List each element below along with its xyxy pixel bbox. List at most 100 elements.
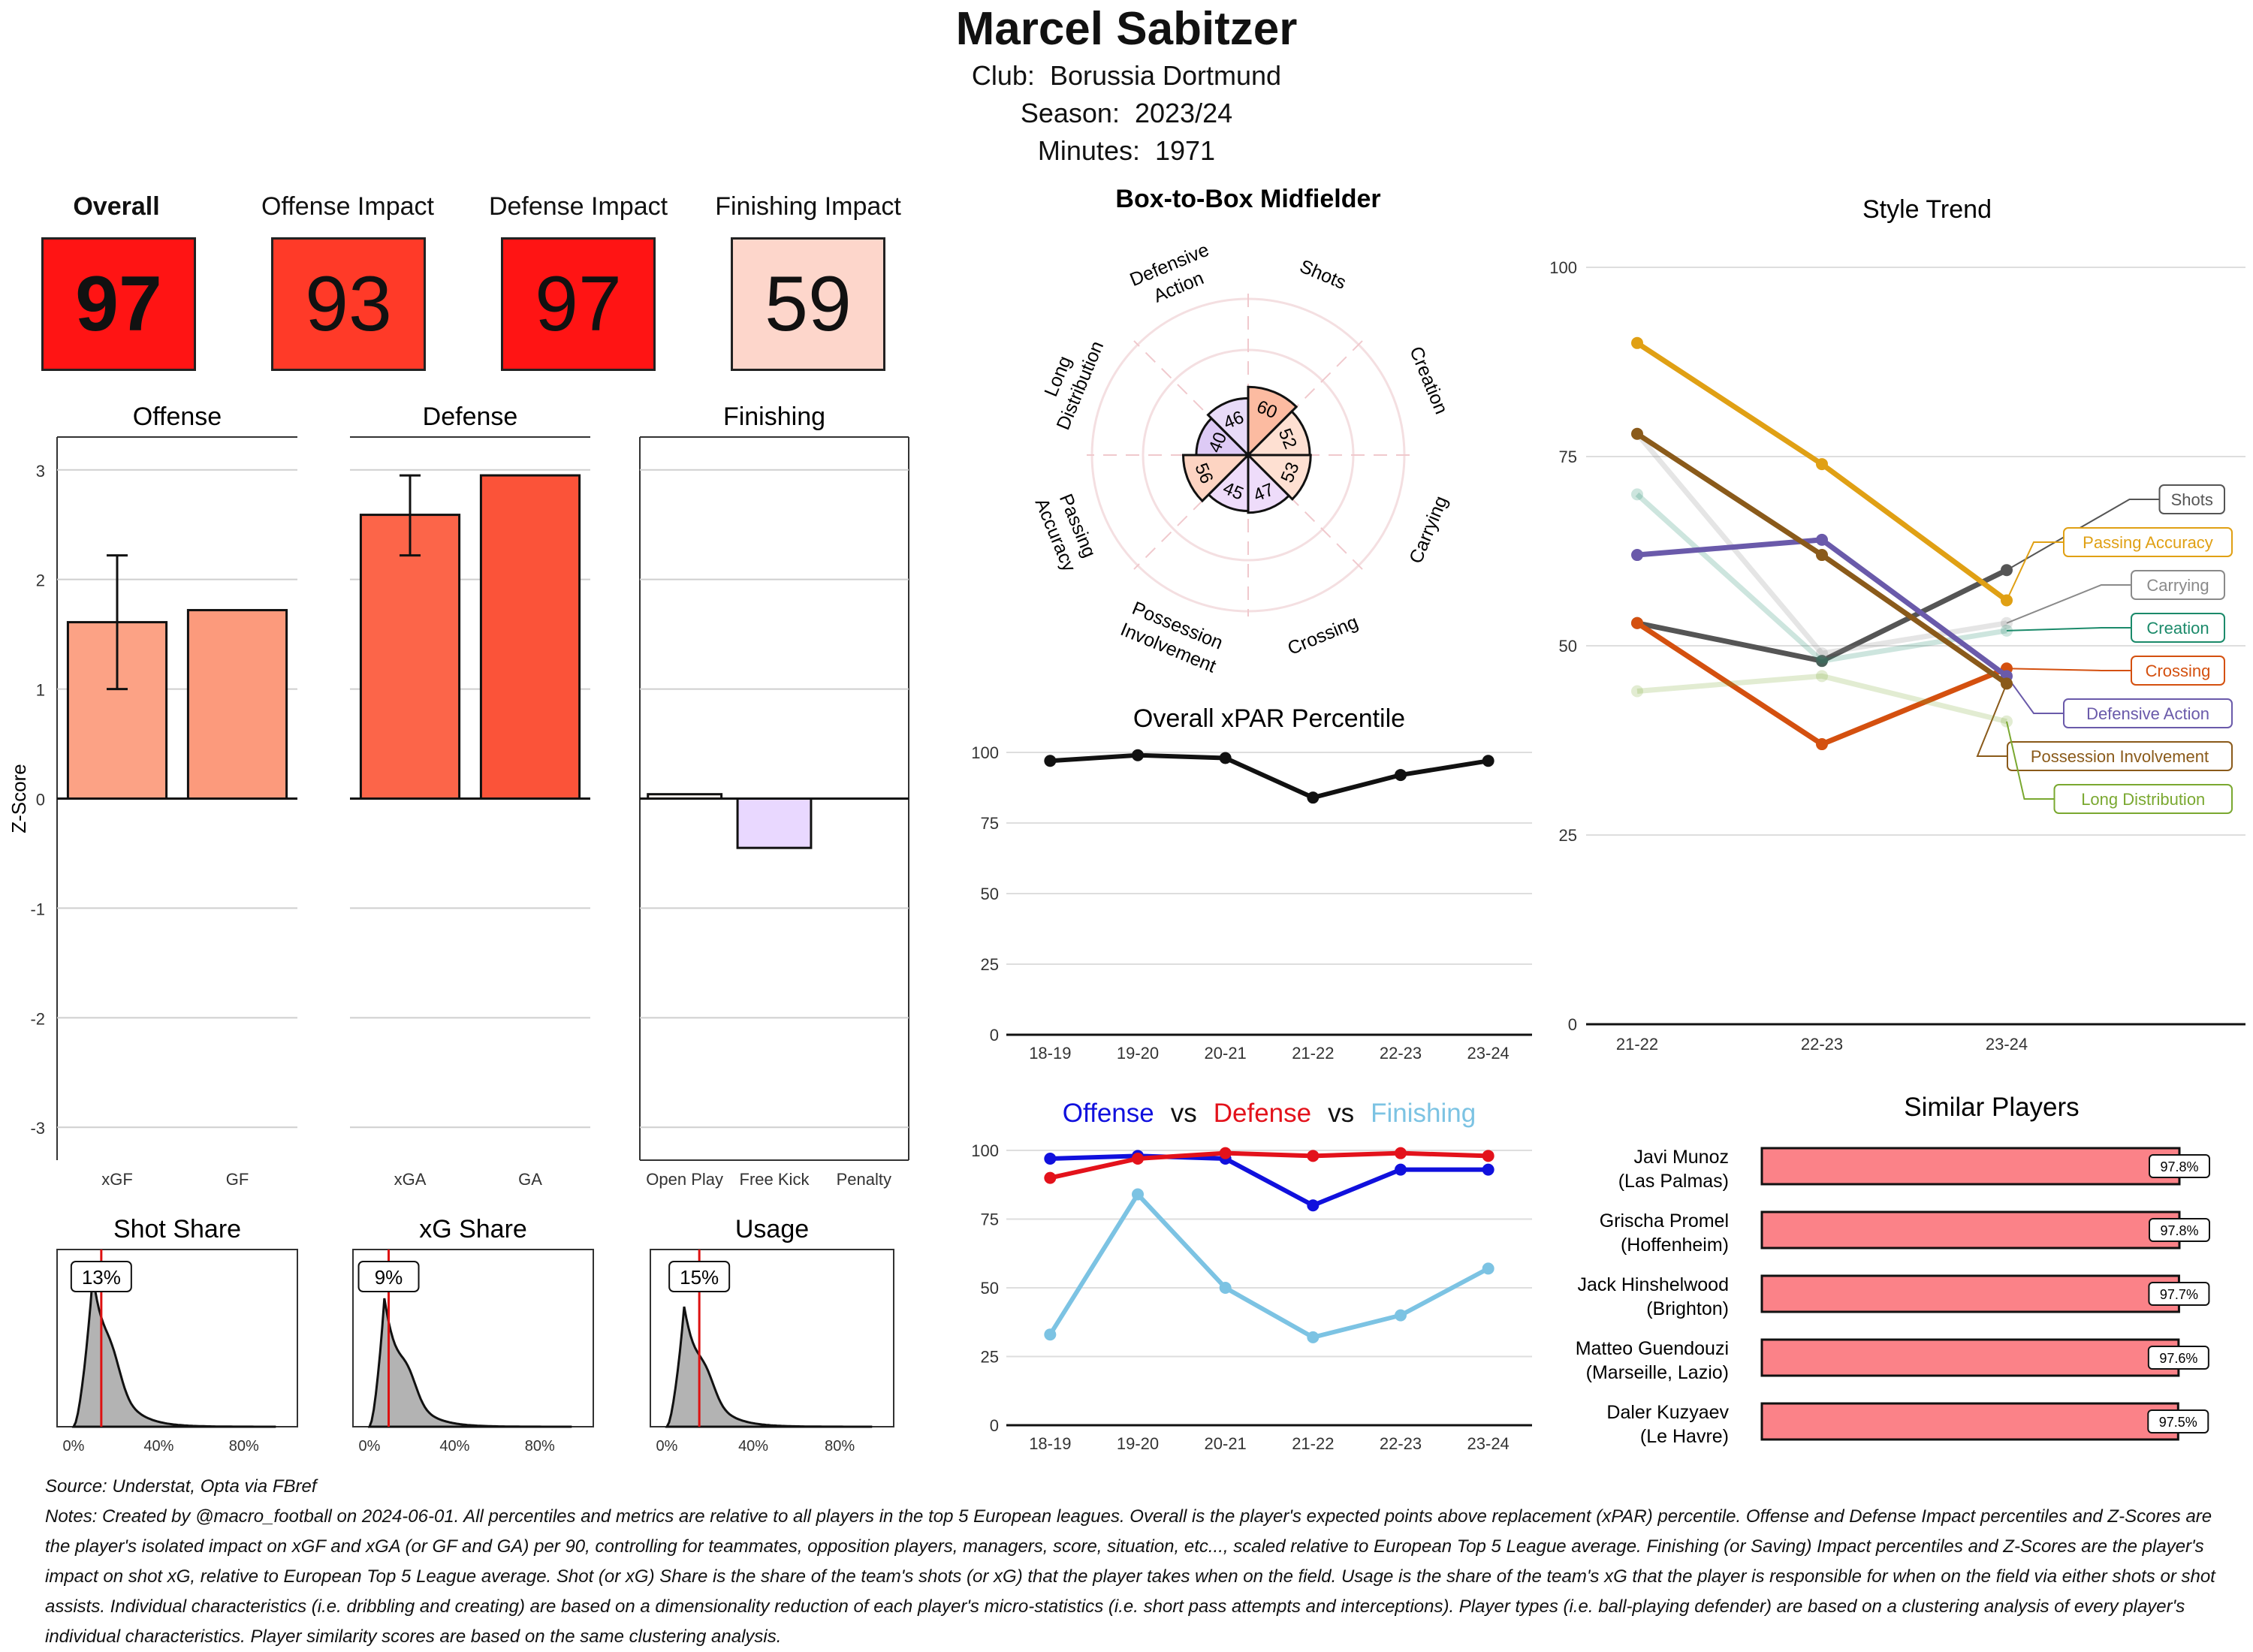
ovd-point (1044, 1328, 1057, 1341)
style-label: Long Distribution (2081, 790, 2205, 809)
finishing-impact-label: Finishing Impact (715, 192, 901, 221)
finishing-impact-value: 59 (765, 260, 852, 348)
y-tick-label: -2 (30, 1009, 45, 1028)
style-point (1631, 336, 1643, 349)
style-label: Carrying (2146, 576, 2209, 595)
share-x-tick: 40% (439, 1438, 469, 1455)
style-label: Possession Involvement (2031, 747, 2209, 766)
similar-player-name: (Hoffenheim) (1621, 1234, 1729, 1256)
overall-box: 97 (41, 237, 196, 371)
style-label: Passing Accuracy (2083, 533, 2213, 552)
style-label-connector (2006, 627, 2131, 632)
share-title: Shot Share (113, 1215, 241, 1244)
y-tick-label: 1 (36, 681, 45, 700)
style-point (1631, 685, 1643, 698)
ovd-point (1307, 1331, 1320, 1343)
density-area (665, 1306, 873, 1428)
style-series-line (1636, 673, 2007, 725)
style-label-connector (2006, 721, 2055, 800)
share-x-tick: 0% (63, 1438, 85, 1455)
header: Marcel Sabitzer Club: Borussia Dortmund … (0, 0, 2253, 170)
ovd-point (1395, 1163, 1407, 1176)
y-tick-label: 3 (36, 462, 45, 481)
x-tick-label: 20-21 (1205, 1434, 1247, 1453)
ovd-point (1044, 1171, 1057, 1184)
xpar-point (1044, 755, 1057, 767)
offense-impact-value: 93 (305, 260, 392, 348)
similar-player-name: (Brighton) (1646, 1298, 1729, 1319)
ovd-series-line (1050, 1153, 1488, 1208)
x-tick-label: 23-24 (1467, 1044, 1510, 1063)
xpar-point (1219, 752, 1232, 764)
ovd-point (1395, 1309, 1407, 1322)
style-label-connector (1976, 683, 2007, 757)
season-label: Season: (1020, 98, 1120, 128)
style-point (1816, 655, 1828, 668)
x-tick-label: 19-20 (1117, 1044, 1159, 1063)
similar-score-box (2149, 1154, 2210, 1178)
style-point (1816, 458, 1828, 471)
season-value: 2023/24 (1134, 98, 1233, 128)
season-line: Season: 2023/24 (0, 95, 2253, 132)
ovd-title-part: Finishing (1371, 1099, 1476, 1128)
ovd-point (1307, 1199, 1320, 1212)
share-x-tick: 0% (656, 1438, 678, 1455)
style-label: Creation (2146, 619, 2209, 638)
radar-wedge (1181, 454, 1251, 503)
style-title: Style Trend (1862, 195, 1992, 224)
notes: Notes: Created by @macro_football on 202… (45, 1506, 2215, 1647)
style-label-connector (2006, 584, 2131, 624)
style-label: Shots (2171, 490, 2213, 509)
style-point (1816, 670, 1828, 683)
style-point (1816, 533, 1828, 546)
similar-title: Similar Players (1904, 1093, 2079, 1122)
x-tick-label: Penalty (837, 1170, 891, 1189)
x-tick-label: 21-22 (1292, 1044, 1334, 1063)
x-tick-label: 21-22 (1292, 1434, 1334, 1453)
style-point (1631, 427, 1643, 440)
minutes-line: Minutes: 1971 (0, 132, 2253, 170)
radar-wedge (1245, 454, 1312, 501)
similar-player-name: Jack Hinshelwood (1578, 1274, 1730, 1295)
similar-player-name: (Marseille, Lazio) (1586, 1362, 1729, 1383)
similar-bar (1760, 1402, 2179, 1441)
x-tick-label: 19-20 (1117, 1434, 1159, 1453)
y-tick-label: 25 (1559, 826, 1577, 845)
style-label: Crossing (2146, 662, 2211, 680)
xpar-point (1482, 755, 1494, 767)
share-x-tick: 0% (359, 1438, 381, 1455)
y-tick-label: 75 (981, 814, 999, 833)
radar-title: Box-to-Box Midfielder (1115, 185, 1380, 213)
y-tick-label: 50 (981, 885, 999, 903)
xpar-point (1307, 791, 1320, 804)
marker-label-box (668, 1261, 731, 1292)
y-tick-label: -1 (30, 900, 45, 918)
style-label-connector (2006, 668, 2131, 671)
x-tick-label: 22-23 (1380, 1044, 1422, 1063)
y-tick-label: 100 (1549, 258, 1577, 277)
ovd-point (1482, 1262, 1494, 1275)
y-tick-label: 0 (990, 1026, 999, 1045)
defense-impact-box: 97 (501, 237, 656, 371)
x-tick-label: Open Play (646, 1170, 723, 1189)
share-x-tick: 80% (229, 1438, 259, 1455)
ovd-point (1482, 1163, 1494, 1176)
ovd-title-part: vs (1171, 1099, 1197, 1128)
y-tick-label: 25 (981, 955, 999, 974)
xpar-point (1395, 769, 1407, 782)
similar-player-name: (Le Havre) (1640, 1426, 1729, 1447)
y-tick-label: 75 (1559, 448, 1577, 466)
similar-score-box (2147, 1409, 2209, 1433)
club-line: Club: Borussia Dortmund (0, 57, 2253, 95)
similar-bar (1760, 1274, 2180, 1313)
similar-player-name: Grischa Promel (1600, 1210, 1729, 1231)
club-label: Club: (971, 60, 1035, 91)
finishing-impact-box: 59 (731, 237, 885, 371)
ovd-title-part: Defense (1214, 1099, 1311, 1128)
similar-player-name: Daler Kuzyaev (1606, 1402, 1729, 1423)
similar-player-name: Matteo Guendouzi (1576, 1338, 1729, 1359)
similar-bar (1760, 1210, 2181, 1250)
